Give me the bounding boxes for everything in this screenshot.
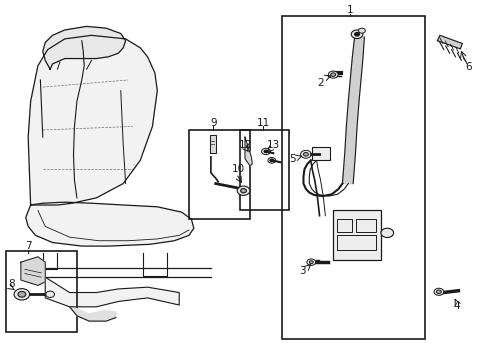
- Text: 6: 6: [466, 62, 472, 72]
- Text: 2: 2: [317, 78, 324, 88]
- Circle shape: [328, 71, 338, 78]
- Bar: [337, 219, 352, 232]
- Bar: [282, 16, 425, 339]
- Polygon shape: [343, 37, 365, 184]
- Bar: [240, 130, 289, 210]
- Text: 12: 12: [239, 140, 252, 150]
- Text: 5: 5: [290, 154, 296, 163]
- Text: 10: 10: [232, 164, 245, 174]
- Polygon shape: [26, 202, 194, 246]
- Circle shape: [303, 153, 308, 156]
- Bar: [189, 130, 250, 219]
- Text: 7: 7: [25, 241, 31, 251]
- Polygon shape: [28, 35, 157, 205]
- Text: 9: 9: [210, 118, 217, 128]
- Text: 4: 4: [453, 301, 460, 311]
- Bar: [356, 219, 375, 232]
- Circle shape: [300, 150, 311, 158]
- Text: 8: 8: [8, 279, 14, 289]
- Circle shape: [262, 148, 270, 155]
- Polygon shape: [438, 35, 462, 49]
- Text: 13: 13: [267, 140, 280, 150]
- Text: 3: 3: [299, 266, 305, 276]
- Polygon shape: [70, 307, 116, 321]
- Circle shape: [355, 32, 360, 36]
- Circle shape: [241, 189, 246, 193]
- Circle shape: [268, 157, 276, 163]
- Circle shape: [437, 290, 441, 294]
- Bar: [312, 147, 330, 159]
- Text: 11: 11: [256, 118, 270, 128]
- Circle shape: [434, 288, 444, 296]
- Bar: [337, 235, 375, 249]
- Polygon shape: [245, 137, 252, 166]
- Circle shape: [46, 291, 54, 297]
- Circle shape: [359, 28, 366, 33]
- Polygon shape: [21, 257, 45, 285]
- Circle shape: [270, 159, 274, 162]
- Circle shape: [307, 259, 316, 265]
- Circle shape: [237, 186, 250, 195]
- Bar: [333, 210, 381, 260]
- Text: 1: 1: [347, 5, 354, 15]
- Circle shape: [264, 150, 268, 153]
- Bar: [6, 251, 77, 332]
- Circle shape: [18, 292, 26, 297]
- Polygon shape: [210, 135, 216, 153]
- Polygon shape: [43, 26, 125, 69]
- Circle shape: [331, 73, 336, 76]
- Polygon shape: [45, 277, 179, 307]
- Circle shape: [381, 228, 393, 238]
- Circle shape: [351, 30, 363, 39]
- Circle shape: [309, 261, 313, 264]
- Circle shape: [14, 289, 30, 300]
